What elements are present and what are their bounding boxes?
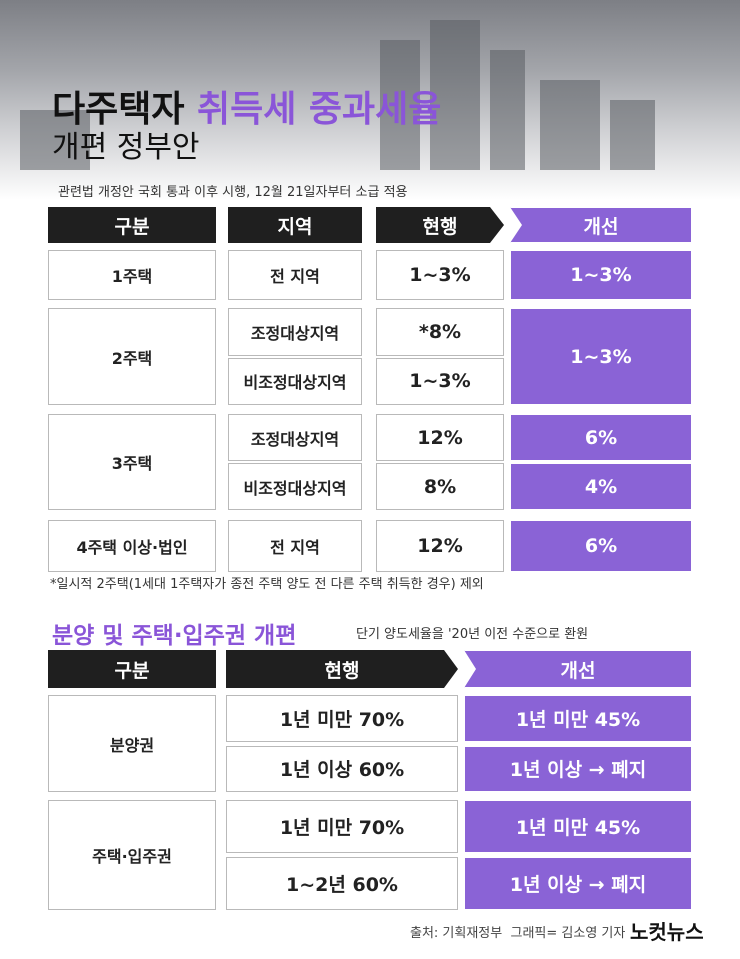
improved-rate: 6%	[510, 520, 692, 572]
subtitle: 관련법 개정안 국회 통과 이후 시행, 12월 21일자부터 소급 적용	[58, 185, 408, 200]
improved-rate: 1년 미만 45%	[464, 695, 692, 742]
building	[490, 50, 525, 170]
group-label: 4주택 이상·법인	[48, 520, 216, 572]
improved-rate: 1~3%	[510, 308, 692, 405]
table-header: 구분	[48, 650, 216, 688]
improved-rate: 1~3%	[510, 250, 692, 300]
group-label: 1주택	[48, 250, 216, 300]
improved-rate: 6%	[510, 414, 692, 461]
current-rate: 12%	[376, 520, 504, 572]
table-header: 구분	[48, 207, 216, 243]
group-label: 3주택	[48, 414, 216, 510]
group-label: 분양권	[48, 695, 216, 792]
source: 출처: 기획재정부 그래픽= 김소영 기자	[410, 926, 626, 941]
title-highlight: 취득세 중과세율	[197, 89, 442, 130]
title: 다주택자 취득세 중과세율	[52, 80, 441, 132]
building	[430, 20, 480, 170]
improved-rate: 1년 미만 45%	[464, 800, 692, 853]
region: 조정대상지역	[228, 414, 362, 461]
improved-rate: 4%	[510, 463, 692, 510]
table-header: 현행	[376, 207, 504, 243]
region: 비조정대상지역	[228, 357, 362, 405]
building	[380, 40, 420, 170]
title-line2: 개편 정부안	[52, 130, 200, 165]
section-title: 분양 및 주택·입주권 개편	[52, 623, 297, 649]
building	[540, 80, 600, 170]
region: 조정대상지역	[228, 308, 362, 356]
table-header: 지역	[228, 207, 362, 243]
footnote: *일시적 2주택(1세대 1주택자가 종전 주택 양도 전 다른 주택 취득한 …	[50, 577, 484, 592]
table-header: 개선	[510, 207, 692, 243]
header-background	[0, 0, 740, 200]
table-header: 개선	[464, 650, 692, 688]
group-label: 주택·입주권	[48, 800, 216, 910]
region: 전 지역	[228, 250, 362, 300]
group-label: 2주택	[48, 308, 216, 405]
region: 비조정대상지역	[228, 463, 362, 510]
section-subtitle: 단기 양도세율을 '20년 이전 수준으로 환원	[356, 627, 589, 642]
current-rate: *8%	[376, 308, 504, 356]
building	[610, 100, 655, 170]
improved-rate: 1년 이상 → 폐지	[464, 745, 692, 792]
current-rate: 1~3%	[376, 250, 504, 300]
current-rate: 1~2년 60%	[226, 857, 458, 910]
table-header: 현행	[226, 650, 458, 688]
current-rate: 12%	[376, 414, 504, 461]
region: 전 지역	[228, 520, 362, 572]
improved-rate: 1년 이상 → 폐지	[464, 857, 692, 910]
current-rate: 1년 미만 70%	[226, 695, 458, 742]
current-rate: 8%	[376, 463, 504, 510]
current-rate: 1~3%	[376, 357, 504, 405]
current-rate: 1년 이상 60%	[226, 745, 458, 792]
logo: 노컷뉴스	[630, 920, 704, 944]
building	[20, 110, 90, 170]
title-part: 다주택자	[52, 89, 185, 130]
current-rate: 1년 미만 70%	[226, 800, 458, 853]
